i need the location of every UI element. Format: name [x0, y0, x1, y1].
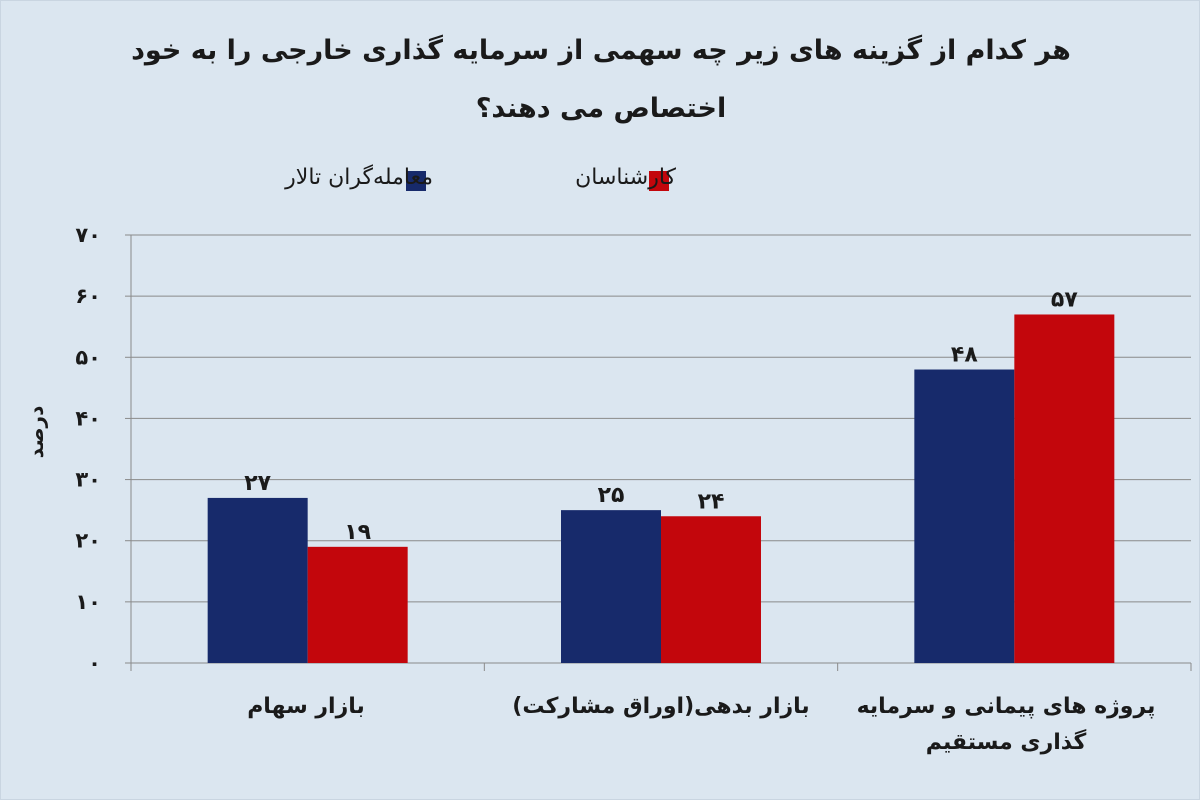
category-label-0-line1: بازار سهام	[247, 694, 365, 719]
chart-title: هر کدام از گزینه های زیر چه سهمی از سرما…	[131, 35, 1071, 66]
bar-s2-c1	[661, 516, 761, 663]
y-tick-label-4: ۴۰	[75, 406, 101, 430]
legend-label-series2: کارشناسان	[575, 165, 676, 190]
y-tick-label-0: ۰	[88, 651, 101, 675]
bar-s2-c2	[1014, 314, 1115, 663]
y-tick-label-5: ۵۰	[75, 345, 101, 369]
legend-label-series1: معامله‌گران تالار	[285, 165, 433, 190]
legend: معامله‌گران تالار کارشناسان	[1, 161, 1200, 201]
bar-s1-c0	[207, 497, 308, 663]
bar-s2-c0	[307, 546, 408, 663]
data-label-s1-c0: ۲۷	[244, 471, 271, 496]
y-tick-label-6: ۶۰	[75, 284, 101, 308]
y-tick-label-2: ۲۰	[75, 529, 101, 553]
category-label-1: بازار بدهی(اوراق مشارکت)	[486, 689, 836, 725]
y-tick-label-7: ۷۰	[75, 223, 101, 247]
legend-swatch-series2	[649, 171, 669, 191]
category-label-2-line2: گذاری مستقیم	[925, 730, 1087, 755]
bar-s1-c2	[914, 369, 1015, 663]
category-label-1-line1: بازار بدهی(اوراق مشارکت)	[512, 694, 810, 719]
bar-s1-c1	[561, 510, 661, 663]
data-label-s2-c1: ۲۴	[698, 489, 725, 514]
legend-swatch-series1	[406, 171, 426, 191]
y-tick-label-3: ۳۰	[75, 468, 101, 492]
data-label-s1-c2: ۴۸	[951, 343, 978, 368]
category-label-2: پروژه های پیمانی و سرمایه گذاری مستقیم	[841, 689, 1171, 761]
chart-title-line2: اختصاص می دهند؟	[475, 93, 727, 124]
data-label-s2-c2: ۵۷	[1051, 287, 1078, 312]
y-tick-label-1: ۱۰	[75, 590, 101, 614]
data-label-s1-c1: ۲۵	[598, 483, 625, 508]
category-label-2-line1: پروژه های پیمانی و سرمایه	[856, 694, 1156, 719]
category-label-0: بازار سهام	[131, 689, 481, 725]
data-label-s2-c0: ۱۹	[344, 520, 371, 545]
